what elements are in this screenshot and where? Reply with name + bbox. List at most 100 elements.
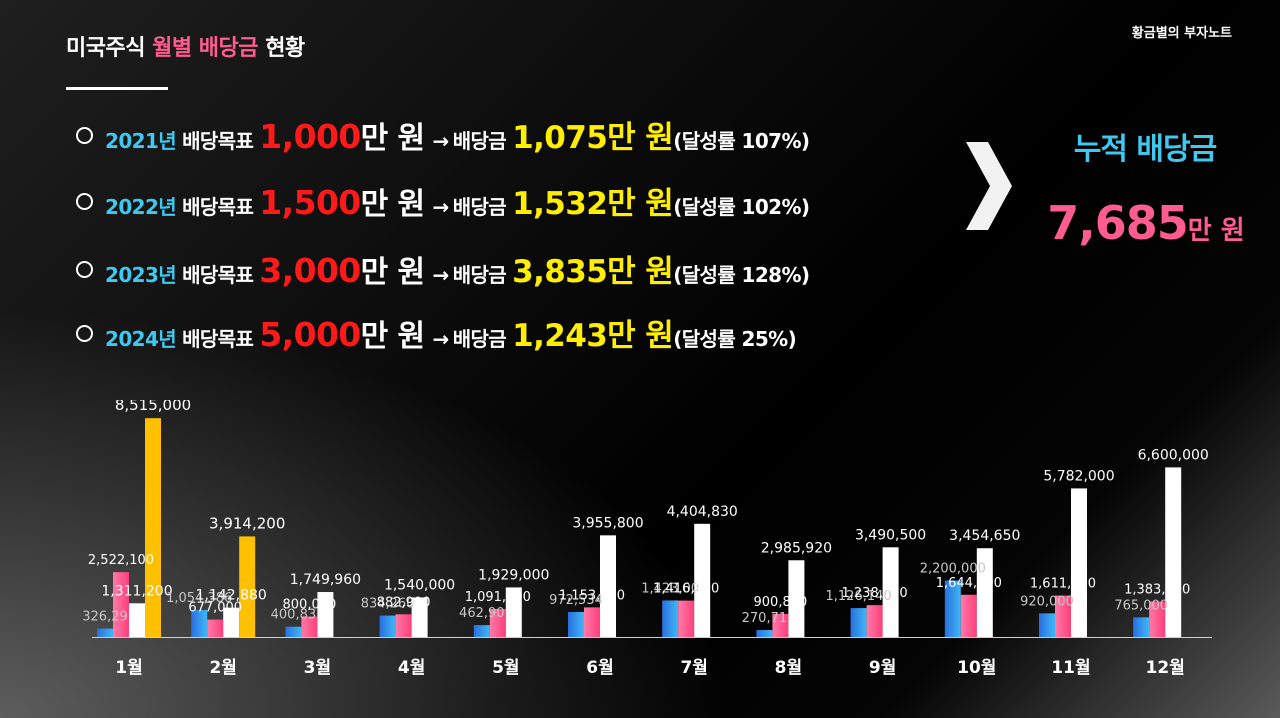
- x-tick-label-9: 9월: [869, 658, 896, 678]
- value-label-white-11: 5,782,000: [1043, 468, 1114, 484]
- bar-white-9: [882, 547, 899, 637]
- value-label-pink-9: 1,238,700: [842, 586, 908, 601]
- chevron-right-icon: [966, 142, 1012, 230]
- value-label-white-7: 4,404,830: [667, 504, 738, 520]
- value-label-white-9: 3,490,500: [855, 527, 926, 543]
- dividend-label: 배당금: [452, 327, 507, 351]
- value-label-white-12: 6,600,000: [1138, 447, 1209, 463]
- value-label-blue-4: 834,260: [361, 597, 415, 612]
- bar-pink-6: [584, 607, 600, 637]
- cumulative-unit: 만 원: [1187, 216, 1245, 246]
- title-part2: 월별 배당금: [152, 36, 259, 61]
- x-tick-label-12: 12월: [1146, 658, 1185, 678]
- goal-target: 3,000: [259, 251, 361, 290]
- value-label-blue-8: 270,71: [742, 611, 788, 626]
- value-label-pink-6: 1,153,000: [559, 588, 625, 603]
- x-tick-label-8: 8월: [775, 658, 802, 678]
- title-underline: [66, 87, 168, 90]
- dividend-actual: 1,075만 원: [512, 120, 674, 156]
- goal-year: 2024년: [105, 327, 177, 351]
- arrow-right-icon: →: [432, 263, 450, 287]
- bar-blue-10: [944, 580, 961, 637]
- circle-bullet-icon: [76, 192, 93, 210]
- value-label-pink-3: 800,000: [283, 597, 337, 612]
- x-tick-label-6: 6월: [586, 658, 613, 678]
- value-label-pink-10: 1,644,000: [936, 576, 1002, 591]
- bar-pink-2: [207, 619, 224, 637]
- bar-gold-2: [239, 536, 256, 637]
- achievement-rate: (달성률 107%): [673, 129, 810, 153]
- bar-blue-4: [379, 615, 396, 637]
- goal-target: 5,000: [259, 315, 361, 354]
- value-label-blue-1: 326,29: [82, 610, 128, 625]
- value-label-blue-6: 972,534: [549, 593, 603, 608]
- bar-blue-12: [1133, 617, 1150, 637]
- value-label-gold-1: 8,515,000: [115, 400, 191, 414]
- x-tick-label-1: 1월: [115, 658, 142, 678]
- goal-label: 배당목표: [182, 195, 254, 219]
- arrow-right-icon: →: [432, 327, 450, 351]
- cumulative-label: 누적 배당금: [1073, 132, 1217, 167]
- arrow-right-icon: →: [432, 129, 450, 153]
- value-label-white-10: 3,454,650: [949, 528, 1020, 544]
- bar-blue-2: [191, 609, 208, 637]
- bar-pink-1: [113, 572, 129, 637]
- x-tick-label-11: 11월: [1051, 658, 1090, 678]
- bar-white-4: [411, 597, 428, 637]
- value-label-blue-5: 462,90: [459, 606, 505, 621]
- bar-pink-12: [1149, 601, 1166, 637]
- goal-year: 2022년: [105, 195, 177, 219]
- x-tick-label-2: 2월: [209, 658, 236, 678]
- bar-blue-5: [473, 625, 490, 637]
- value-label-white-5: 1,929,000: [478, 567, 549, 583]
- value-label-pink-4: 882,900: [377, 595, 431, 610]
- value-label-white-4: 1,540,000: [384, 577, 455, 593]
- bar-pink-8: [772, 613, 789, 637]
- circle-bullet-icon: [76, 324, 93, 342]
- bar-pink-11: [1055, 595, 1071, 637]
- value-label-blue-11: 920,000: [1020, 594, 1074, 609]
- value-label-pink-2: 677,000: [188, 601, 242, 616]
- value-label-blue-9: 1,126,140: [826, 589, 892, 604]
- dividend-actual: 1,532만 원: [512, 186, 674, 222]
- value-label-gold-2: 3,914,200: [209, 514, 285, 532]
- bar-pink-10: [960, 594, 977, 637]
- bar-blue-7: [662, 600, 679, 637]
- bar-pink-5: [489, 608, 506, 637]
- title-part3: 현황: [265, 36, 305, 61]
- bar-white-1: [129, 603, 145, 637]
- brand-label: 황금별의 부자노트: [1131, 26, 1232, 41]
- bar-gold-1: [145, 418, 161, 637]
- value-label-pink-8: 900,810: [754, 595, 808, 610]
- goal-target-unit: 만 원: [360, 255, 425, 290]
- goal-target: 1,000: [259, 117, 361, 156]
- bar-white-5: [505, 587, 522, 637]
- bar-white-3: [317, 592, 334, 637]
- bar-blue-11: [1039, 613, 1055, 637]
- goal-line-2021: 2021년 배당목표 1,000 만 원 → 배당금 1,075만 원 (달성률…: [76, 112, 810, 158]
- achievement-rate: (달성률 128%): [673, 263, 810, 287]
- goal-label: 배당목표: [182, 263, 254, 287]
- bar-blue-9: [850, 608, 867, 637]
- bar-pink-4: [395, 614, 412, 637]
- value-label-white-2: 1,142,880: [196, 588, 267, 604]
- dividend-actual: 3,835만 원: [512, 254, 674, 290]
- dividend-actual: 1,243만 원: [512, 318, 674, 354]
- x-tick-label-10: 10월: [957, 658, 996, 678]
- bar-blue-3: [285, 626, 302, 637]
- value-label-white-3: 1,749,960: [290, 572, 361, 588]
- achievement-rate: (달성률 102%): [673, 195, 810, 219]
- circle-bullet-icon: [76, 260, 93, 278]
- bar-pink-9: [866, 605, 883, 637]
- goal-target-unit: 만 원: [360, 319, 425, 354]
- bar-white-6: [600, 535, 616, 637]
- x-tick-label-5: 5월: [492, 658, 519, 678]
- circle-bullet-icon: [76, 126, 93, 144]
- value-label-blue-3: 400,83: [271, 608, 317, 623]
- x-tick-label-4: 4월: [398, 658, 425, 678]
- bar-white-11: [1071, 488, 1087, 637]
- monthly-dividend-chart: 326,29 2,522,100 1,311,200 8,515,000 1월 1,054…: [82, 400, 1212, 678]
- dividend-label: 배당금: [452, 129, 507, 153]
- bar-white-7: [694, 523, 711, 637]
- goal-line-2022: 2022년 배당목표 1,500 만 원 → 배당금 1,532만 원 (달성률…: [76, 178, 810, 224]
